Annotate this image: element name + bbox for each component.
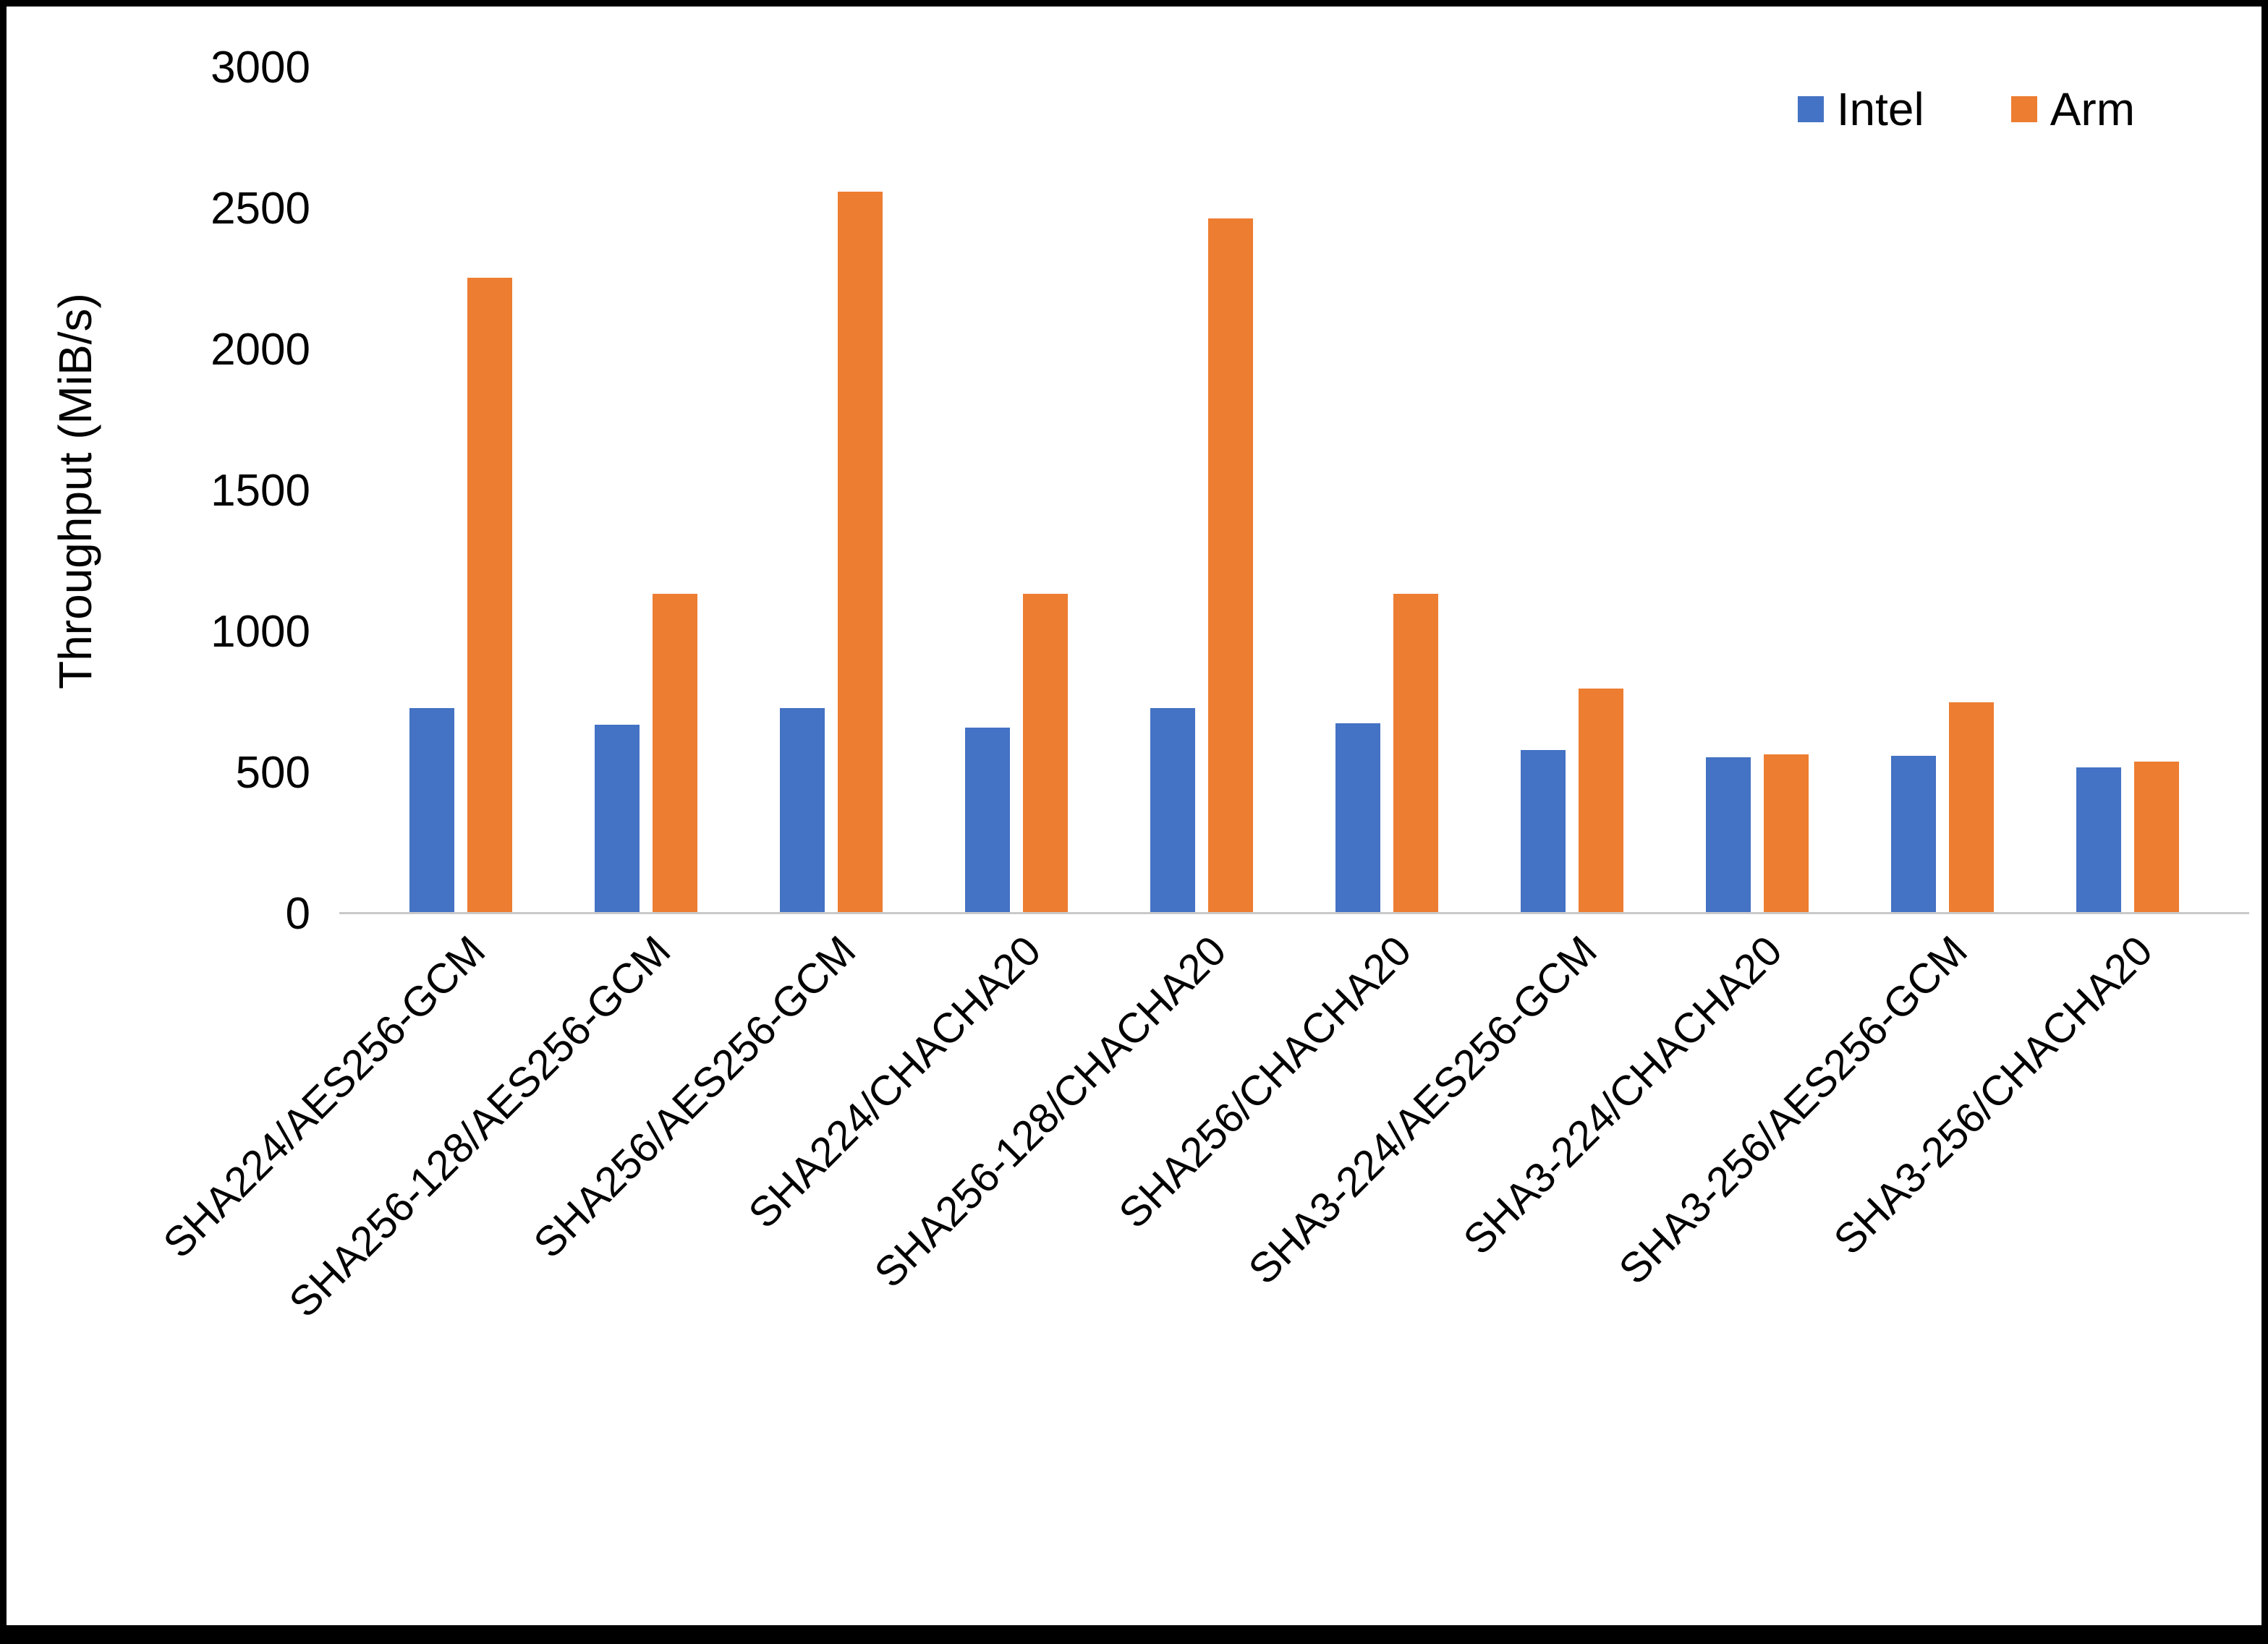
plot-area (339, 68, 2249, 914)
bar-intel-9 (2076, 767, 2121, 912)
bar-arm-2 (838, 192, 883, 912)
bar-arm-0 (467, 277, 512, 912)
bar-group (965, 68, 1068, 912)
bar-group (1521, 68, 1623, 912)
x-axis-label: SHA3-256/AES256-GCM (1610, 927, 1976, 1294)
y-axis: 0 500 1000 1500 2000 2500 3000 (7, 46, 310, 937)
bar-group (595, 68, 697, 912)
bar-arm-1 (653, 594, 697, 912)
bar-group (1335, 68, 1438, 912)
bar-group (1891, 68, 1994, 912)
y-tick-label: 2500 (211, 184, 310, 234)
y-tick-label: 2000 (211, 325, 310, 375)
bar-group (409, 68, 512, 912)
bar-arm-8 (1949, 702, 1994, 912)
x-axis-label: SHA3-256/CHACHA20 (1825, 927, 2162, 1264)
intel-series-label: Intel (1836, 83, 1924, 135)
x-axis-label: SHA224/CHACHA20 (739, 927, 1050, 1238)
bar-intel-1 (595, 725, 640, 912)
bar-intel-8 (1891, 756, 1936, 912)
bar-arm-6 (1579, 688, 1623, 912)
bar-intel-3 (965, 728, 1010, 912)
bar-arm-7 (1764, 754, 1809, 912)
bar-intel-0 (409, 707, 454, 912)
x-axis-label: SHA3-224/CHACHA20 (1454, 927, 1791, 1264)
bar-arm-9 (2134, 761, 2179, 912)
x-axis-label: SHA256/AES256-GCM (524, 927, 865, 1267)
arm-series-swatch (2010, 96, 2037, 122)
bar-group (780, 68, 883, 912)
legend: Intel Arm (1797, 82, 2135, 136)
bar-group (2076, 68, 2179, 912)
bar-arm-5 (1393, 594, 1438, 912)
legend-item-intel: Intel (1797, 82, 1924, 136)
y-tick-label: 1500 (211, 466, 310, 516)
bar-intel-6 (1521, 750, 1566, 912)
bar-intel-5 (1335, 723, 1380, 912)
x-axis-label: SHA3-224/AES256-GCM (1239, 927, 1606, 1294)
x-axis-label: SHA256/CHACHA20 (1110, 927, 1421, 1238)
y-tick-label: 3000 (211, 43, 310, 93)
arm-series-label: Arm (2050, 83, 2135, 135)
bar-group (1706, 68, 1809, 912)
bar-intel-4 (1150, 707, 1195, 912)
bar-intel-7 (1706, 757, 1751, 912)
y-tick-label: 0 (285, 889, 310, 939)
bar-group (1150, 68, 1253, 912)
x-axis-label: SHA224/AES256-GCM (154, 927, 495, 1267)
intel-series-swatch (1797, 96, 1824, 122)
x-axis-label: SHA256-128/CHACHA20 (865, 927, 1236, 1297)
bar-intel-2 (780, 707, 825, 912)
bar-arm-4 (1208, 218, 1253, 912)
bar-arm-3 (1023, 594, 1068, 912)
y-tick-label: 500 (235, 748, 310, 798)
y-tick-label: 1000 (211, 607, 310, 657)
legend-item-arm: Arm (2010, 82, 2135, 136)
x-axis-label: SHA256-128/AES256-GCM (280, 927, 680, 1326)
